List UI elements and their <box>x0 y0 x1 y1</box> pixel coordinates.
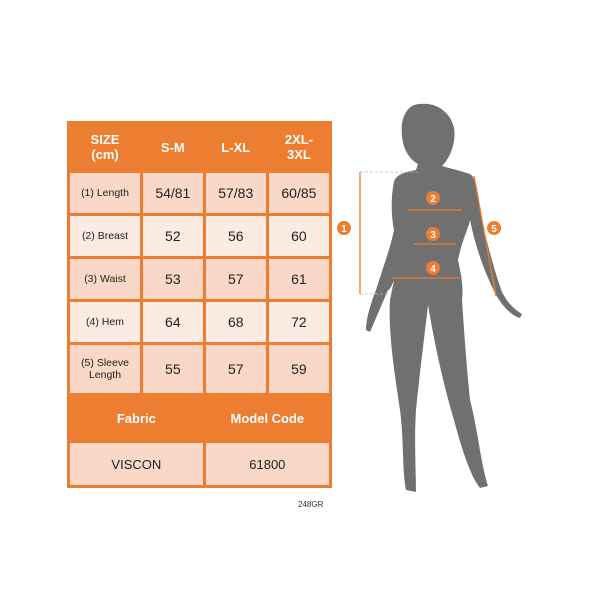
table-row: (3) Waist 53 57 61 <box>70 259 329 299</box>
row-label: (3) Waist <box>70 259 140 299</box>
marker-label: 1 <box>341 224 347 235</box>
cell: 57 <box>205 345 266 393</box>
model-code-value: 61800 <box>205 443 329 485</box>
cell: 57/83 <box>205 173 266 213</box>
cell: 57 <box>205 259 266 299</box>
fabric-value-row: VISCON 61800 <box>70 443 329 485</box>
marker-5 <box>487 221 501 235</box>
row-label: (2) Breast <box>70 216 140 256</box>
marker-4 <box>426 261 440 275</box>
header-s-m: S-M <box>143 124 203 170</box>
cell: 60 <box>268 216 329 256</box>
fabric-value: VISCON <box>70 443 203 485</box>
table-row: (2) Breast 52 56 60 <box>70 216 329 256</box>
row-label: (5) Sleeve Length <box>70 345 140 393</box>
marker-2 <box>426 191 440 205</box>
marker-3 <box>426 227 440 241</box>
guide-lines <box>360 171 418 295</box>
cell: 68 <box>205 302 266 342</box>
cell: 61 <box>268 259 329 299</box>
cell: 52 <box>143 216 203 256</box>
cell: 53 <box>143 259 203 299</box>
header-2xl-3xl: 2XL- 3XL <box>268 124 329 170</box>
header-row: SIZE (cm) S-M L-XL 2XL- 3XL <box>70 124 329 170</box>
cell: 72 <box>268 302 329 342</box>
header-l-xl: L-XL <box>205 124 266 170</box>
cell: 56 <box>205 216 266 256</box>
product-code: 248GR <box>298 500 324 509</box>
table-row: (5) Sleeve Length 55 57 59 <box>70 345 329 393</box>
row-label: (1) Length <box>70 173 140 213</box>
cell: 64 <box>143 302 203 342</box>
marker-label: 4 <box>430 264 436 275</box>
silhouette <box>366 103 522 492</box>
table-row: (1) Length 54/81 57/83 60/85 <box>70 173 329 213</box>
cell: 59 <box>268 345 329 393</box>
cell: 60/85 <box>268 173 329 213</box>
fabric-header-row: Fabric Model Code <box>70 396 329 440</box>
cell: 54/81 <box>143 173 203 213</box>
row-label: (4) Hem <box>70 302 140 342</box>
marker-label: 5 <box>491 224 497 235</box>
marker-label: 3 <box>430 230 436 241</box>
header-size: SIZE (cm) <box>70 124 140 170</box>
body-silhouette-figure: 1 2 3 4 5 <box>337 103 522 492</box>
table-row: (4) Hem 64 68 72 <box>70 302 329 342</box>
marker-circles <box>337 191 501 275</box>
model-code-label: Model Code <box>205 396 329 440</box>
fabric-label: Fabric <box>70 396 203 440</box>
marker-1 <box>337 221 351 235</box>
measurement-lines <box>359 172 497 297</box>
cell: 55 <box>143 345 203 393</box>
marker-label: 2 <box>430 194 436 205</box>
size-chart-table: SIZE (cm) S-M L-XL 2XL- 3XL (1) Length 5… <box>67 121 332 488</box>
